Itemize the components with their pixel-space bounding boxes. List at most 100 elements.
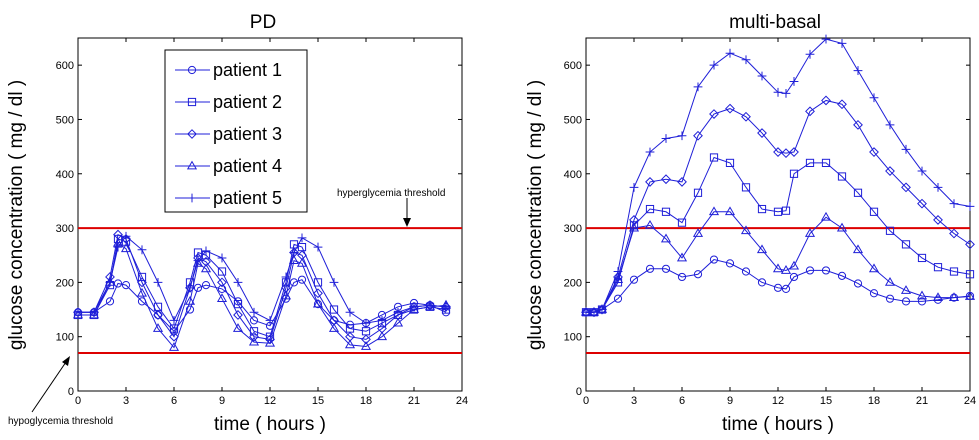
y-tick-label: 300 (564, 223, 582, 235)
data-point-patient-5 (789, 77, 799, 86)
data-point-patient-1 (661, 264, 671, 273)
data-point-patient-4 (312, 298, 324, 308)
data-point-patient-2 (917, 253, 927, 263)
data-point-patient-4 (120, 243, 132, 253)
data-point-patient-4 (740, 225, 752, 235)
data-point-patient-5 (821, 34, 831, 44)
data-point-patient-3 (901, 182, 911, 193)
data-point-patient-4 (836, 222, 848, 232)
data-point-patient-5 (805, 49, 815, 59)
data-point-patient-4 (136, 287, 148, 297)
data-point-patient-4 (868, 263, 880, 273)
data-point-patient-4 (328, 323, 340, 332)
legend-marker (187, 65, 197, 75)
data-point-patient-4 (724, 206, 736, 216)
x-axis-label-pd: time ( hours ) (214, 414, 326, 435)
y-tick-label: 200 (564, 277, 582, 289)
data-point-patient-3 (725, 103, 735, 114)
legend-label: patient 1 (213, 60, 282, 80)
plot-frame-multi-basal (585, 37, 971, 392)
series-line-patient-1 (78, 279, 447, 333)
data-point-patient-2 (781, 206, 791, 215)
data-point-patient-1 (805, 266, 815, 275)
data-point-patient-5 (693, 82, 703, 92)
data-point-patient-1 (105, 297, 115, 306)
data-point-patient-1 (901, 297, 911, 306)
x-tick-label: 15 (820, 395, 832, 407)
data-point-patient-4 (900, 285, 912, 294)
y-tick-label: 500 (56, 114, 74, 126)
data-point-patient-3 (249, 331, 259, 342)
data-point-patient-2 (741, 183, 751, 192)
data-point-patient-3 (137, 277, 147, 288)
data-point-patient-4 (644, 219, 656, 229)
data-point-patient-3 (917, 198, 927, 209)
legend-marker (187, 193, 197, 203)
y-tick-label: 0 (68, 386, 74, 398)
data-point-patient-2 (853, 188, 863, 197)
data-point-patient-1 (613, 294, 623, 303)
hypoglycemia-arrow (31, 361, 67, 413)
legend-box (164, 49, 308, 213)
data-point-patient-4 (248, 336, 260, 346)
data-point-patient-3 (313, 288, 323, 299)
data-point-patient-3 (781, 148, 791, 159)
data-point-patient-5 (885, 120, 895, 130)
data-point-patient-1 (741, 267, 751, 276)
data-point-patient-4 (780, 265, 792, 274)
data-point-patient-4 (280, 290, 292, 300)
data-point-patient-4 (88, 309, 100, 319)
data-point-patient-5 (377, 316, 387, 325)
data-point-patient-4 (932, 292, 944, 301)
data-point-patient-5 (709, 60, 719, 70)
data-point-patient-2 (821, 158, 831, 168)
data-point-patient-2 (265, 332, 275, 341)
data-point-patient-4 (612, 274, 624, 284)
data-point-patient-5 (297, 233, 307, 243)
data-point-patient-1 (821, 266, 831, 275)
data-point-patient-3 (741, 111, 751, 122)
legend-label: patient 3 (213, 124, 282, 144)
x-tick-label: 18 (868, 395, 880, 407)
data-point-patient-5 (89, 307, 99, 317)
data-point-patient-4 (708, 206, 720, 216)
data-point-patient-4 (392, 317, 404, 327)
series-line-patient-1 (586, 259, 971, 313)
data-point-patient-5 (757, 71, 767, 81)
data-point-patient-3 (885, 166, 895, 176)
hypoglycemia-threshold-label: hypoglycemia threshold (8, 416, 113, 427)
x-tick-label: 15 (312, 395, 324, 407)
data-point-patient-1 (289, 278, 299, 287)
x-tick-label: 12 (772, 395, 784, 407)
data-point-patient-5 (249, 307, 259, 317)
data-point-patient-4 (788, 260, 800, 270)
legend-marker (187, 97, 197, 107)
data-point-patient-1 (853, 279, 863, 288)
data-point-patient-4 (296, 257, 308, 267)
data-point-patient-4 (676, 252, 688, 262)
data-point-patient-3 (693, 130, 703, 141)
data-point-patient-5 (773, 87, 783, 97)
data-point-patient-2 (709, 153, 719, 162)
data-point-patient-2 (217, 267, 227, 276)
data-point-patient-2 (885, 226, 895, 235)
x-tick-label: 21 (408, 395, 420, 407)
series-line-patient-2 (586, 156, 971, 313)
data-point-patient-5 (329, 277, 339, 287)
data-point-patient-4 (424, 301, 436, 311)
data-point-patient-2 (233, 300, 243, 309)
data-point-patient-3 (661, 174, 671, 185)
data-point-patient-1 (297, 275, 307, 284)
data-point-patient-1 (757, 278, 767, 287)
x-tick-label: 21 (916, 395, 928, 407)
data-point-patient-5 (193, 256, 203, 266)
data-point-patient-4 (216, 293, 228, 303)
data-point-patient-3 (153, 310, 163, 320)
x-tick-label: 3 (123, 395, 129, 407)
data-point-patient-3 (217, 277, 227, 288)
data-point-patient-1 (917, 297, 927, 306)
data-point-patient-5 (393, 307, 403, 317)
data-point-patient-2 (677, 218, 687, 227)
data-point-patient-2 (757, 204, 767, 214)
